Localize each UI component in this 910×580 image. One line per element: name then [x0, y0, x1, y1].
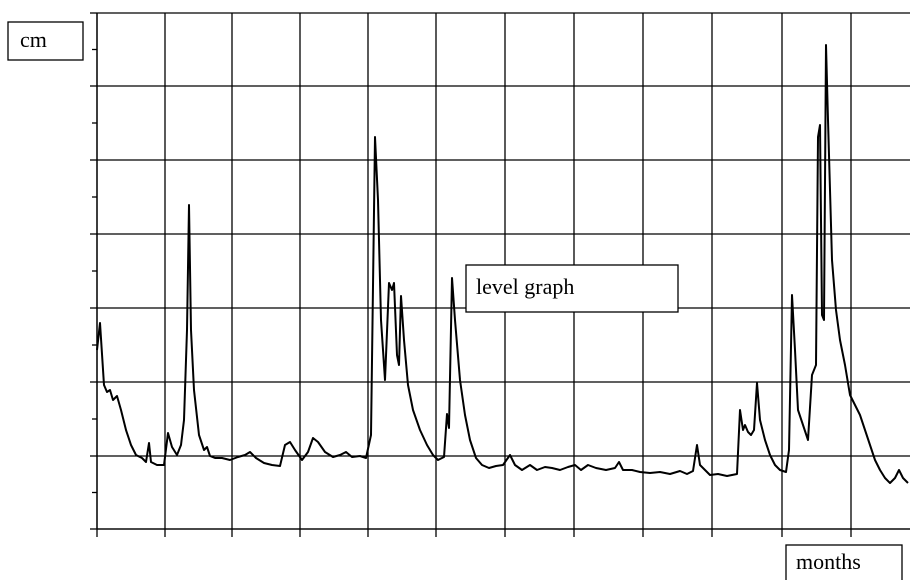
- x-label-frame: [785, 544, 903, 580]
- annotation-box: level graph: [465, 264, 679, 313]
- y-axis-label: cm: [20, 27, 47, 52]
- annotation: level graph: [476, 274, 574, 299]
- plot: [96, 44, 909, 484]
- x-label-box: months: [785, 544, 903, 580]
- y-label-frame: [7, 21, 84, 61]
- grid: [90, 12, 910, 537]
- data-line: [96, 44, 909, 484]
- y-label-box: cm: [7, 21, 84, 61]
- x-axis-label: months: [796, 549, 861, 574]
- annotation-frame: [465, 264, 679, 313]
